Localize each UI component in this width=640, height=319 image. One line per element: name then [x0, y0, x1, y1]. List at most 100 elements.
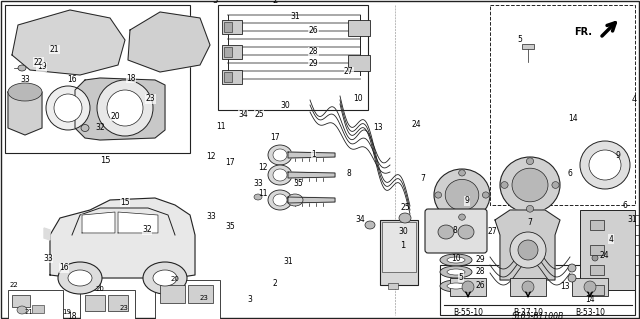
Text: 35: 35 — [225, 222, 236, 231]
Ellipse shape — [273, 169, 287, 181]
Text: 23: 23 — [120, 305, 129, 311]
Bar — [32, 305, 44, 313]
Bar — [388, 283, 398, 289]
Polygon shape — [118, 212, 158, 233]
Text: 21: 21 — [25, 309, 34, 315]
Bar — [382, 222, 416, 272]
Ellipse shape — [143, 262, 187, 294]
Text: 31: 31 — [283, 257, 293, 266]
Polygon shape — [128, 12, 210, 72]
Text: 19: 19 — [36, 63, 47, 71]
Ellipse shape — [589, 150, 621, 180]
Text: 28: 28 — [476, 268, 486, 277]
Polygon shape — [44, 228, 50, 240]
Bar — [155, 280, 220, 319]
Bar — [222, 70, 242, 84]
Text: 23: 23 — [200, 295, 209, 301]
Polygon shape — [288, 197, 335, 203]
Text: 16: 16 — [67, 75, 77, 84]
Polygon shape — [75, 78, 165, 140]
Ellipse shape — [153, 270, 177, 286]
Ellipse shape — [584, 281, 596, 293]
Ellipse shape — [268, 145, 292, 165]
Ellipse shape — [568, 264, 576, 272]
Text: 32: 32 — [95, 122, 104, 131]
Text: 31: 31 — [290, 12, 300, 21]
Text: 5: 5 — [518, 35, 522, 44]
Bar — [580, 210, 635, 290]
Text: 32: 32 — [142, 225, 152, 234]
Text: 20: 20 — [171, 276, 179, 282]
Text: 2: 2 — [273, 0, 278, 5]
Text: 33: 33 — [206, 212, 216, 221]
Ellipse shape — [526, 158, 534, 165]
Text: 26: 26 — [308, 26, 319, 35]
Text: 4: 4 — [632, 95, 637, 105]
Text: 9: 9 — [465, 197, 470, 205]
Text: 21: 21 — [50, 45, 59, 54]
FancyBboxPatch shape — [425, 209, 487, 253]
Text: 19: 19 — [62, 309, 71, 315]
Ellipse shape — [510, 232, 546, 268]
Bar — [590, 220, 604, 230]
Text: 33: 33 — [20, 75, 30, 84]
Text: 3: 3 — [247, 295, 252, 304]
Ellipse shape — [435, 192, 442, 198]
Ellipse shape — [459, 214, 465, 220]
Bar — [590, 285, 604, 295]
Ellipse shape — [54, 94, 82, 122]
Text: 3: 3 — [212, 0, 218, 5]
Text: FR.: FR. — [574, 27, 592, 37]
Text: 8: 8 — [346, 169, 351, 178]
Text: 33: 33 — [253, 179, 263, 188]
Ellipse shape — [365, 221, 375, 229]
Text: 4: 4 — [609, 235, 614, 244]
Text: 17: 17 — [225, 158, 236, 167]
Text: 17: 17 — [270, 133, 280, 142]
Text: 16: 16 — [59, 263, 69, 272]
Bar — [218, 5, 368, 110]
Ellipse shape — [81, 124, 89, 131]
Bar — [85, 295, 105, 311]
Bar — [450, 278, 486, 296]
Text: 12: 12 — [207, 152, 216, 161]
Bar — [522, 44, 534, 49]
Bar — [160, 285, 185, 303]
Bar — [590, 265, 604, 275]
Bar — [80, 290, 135, 319]
Bar — [572, 278, 608, 296]
Text: 34: 34 — [238, 110, 248, 119]
Text: B-55-10: B-55-10 — [453, 308, 483, 317]
Text: 11: 11 — [216, 122, 225, 130]
Bar — [12, 295, 30, 307]
Text: 9: 9 — [615, 151, 620, 160]
Bar — [224, 22, 232, 32]
Ellipse shape — [268, 190, 292, 210]
Bar — [510, 278, 546, 296]
Ellipse shape — [58, 262, 102, 294]
Text: 6: 6 — [623, 201, 627, 210]
Bar — [5, 5, 190, 153]
Ellipse shape — [107, 90, 143, 126]
Text: 1: 1 — [311, 150, 316, 159]
Ellipse shape — [440, 266, 472, 278]
Text: 20: 20 — [95, 286, 104, 292]
Text: 14: 14 — [568, 114, 578, 122]
Text: 29: 29 — [308, 59, 319, 68]
Text: 20: 20 — [110, 112, 120, 121]
Ellipse shape — [501, 182, 508, 188]
Ellipse shape — [46, 86, 90, 130]
Ellipse shape — [526, 205, 534, 212]
Ellipse shape — [568, 274, 576, 282]
Text: 6: 6 — [567, 169, 572, 178]
Bar — [380, 220, 418, 285]
Text: 33: 33 — [43, 254, 53, 263]
Ellipse shape — [552, 182, 559, 188]
Text: 23: 23 — [145, 94, 156, 103]
Polygon shape — [50, 198, 195, 278]
Text: S103-B1100B: S103-B1100B — [512, 312, 564, 319]
Text: 7: 7 — [527, 218, 532, 227]
Ellipse shape — [18, 65, 26, 71]
Ellipse shape — [500, 157, 560, 213]
Text: 13: 13 — [372, 123, 383, 132]
